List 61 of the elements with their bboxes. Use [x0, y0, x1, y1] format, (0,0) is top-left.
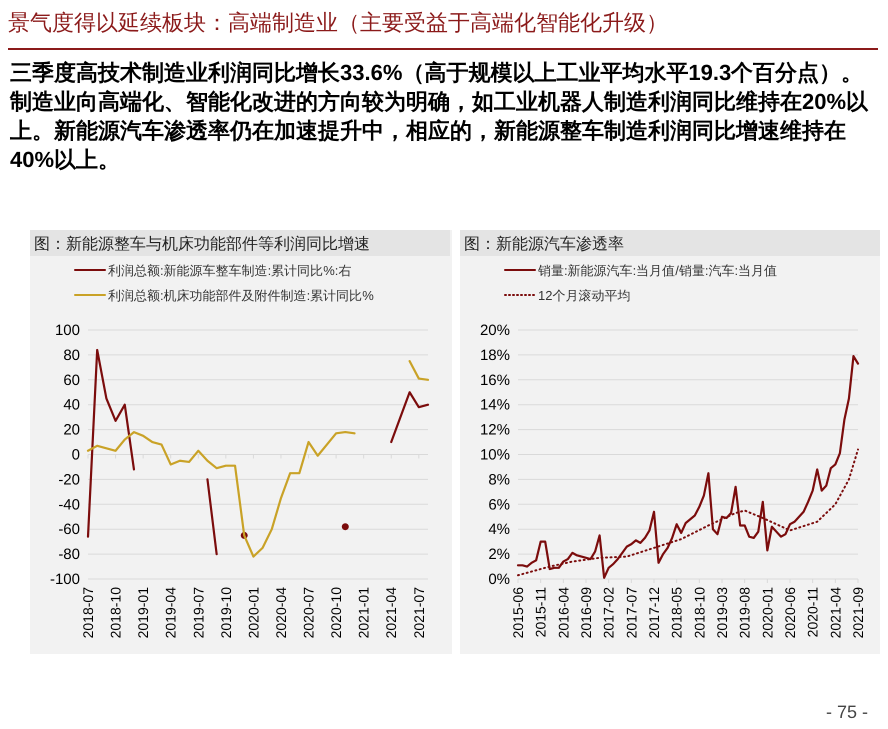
- x-tick-label: 2019-04: [162, 586, 179, 638]
- y-tick-label: 40: [63, 396, 80, 414]
- x-tick-label: 2021-01: [356, 586, 372, 638]
- x-tick-label: 2021-09: [850, 586, 866, 638]
- x-tick-label: 2020-01: [245, 586, 262, 638]
- y-tick-label: -40: [58, 496, 80, 514]
- x-tick-label: 2015-06: [510, 586, 526, 638]
- x-tick-label: 2015-11: [532, 586, 549, 638]
- y-tick-label: 18%: [480, 346, 510, 364]
- y-tick-label: 8%: [488, 471, 510, 488]
- y-tick-label: 80: [63, 346, 80, 364]
- y-tick-label: 0%: [488, 571, 510, 588]
- x-tick-label: 2021-04: [827, 586, 844, 638]
- x-tick-label: 2020-01: [759, 586, 776, 638]
- text: - 75 -: [826, 702, 868, 723]
- y-tick-label: 0: [72, 446, 80, 464]
- x-tick-label: 2018-05: [668, 586, 685, 638]
- y-tick-label: -60: [58, 521, 80, 538]
- x-tick-label: 2020-07: [300, 586, 317, 638]
- x-tick-label: 2017-12: [646, 586, 662, 638]
- chart-title: 图：新能源汽车渗透率: [464, 235, 624, 253]
- x-tick-label: 2021-04: [383, 586, 400, 638]
- y-tick-label: 100: [54, 322, 80, 339]
- x-tick-label: 2019-07: [190, 586, 206, 638]
- y-tick-label: 10%: [480, 446, 510, 464]
- y-tick-label: 20%: [480, 322, 510, 339]
- x-tick-label: 2021-07: [410, 586, 427, 638]
- x-tick-label: 2016-04: [555, 586, 572, 638]
- x-tick-label: 2019-01: [135, 586, 152, 638]
- x-tick-label: 2019-10: [218, 586, 234, 638]
- x-tick-label: 2020-10: [328, 586, 344, 638]
- y-tick-label: 12%: [480, 422, 510, 439]
- line-series: [516, 355, 860, 579]
- y-tick-label: 6%: [488, 496, 510, 514]
- y-tick-label: 4%: [488, 521, 510, 538]
- y-tick-label: 14%: [480, 396, 510, 414]
- x-tick-label: 2018-07: [80, 586, 96, 638]
- y-tick-label: 20: [63, 422, 80, 439]
- x-tick-label: 2017-07: [623, 586, 640, 638]
- text: 景气度得以延续板块：高端制造业（主要受益于高端化智能化升级）: [8, 10, 668, 38]
- y-tick-label: 2%: [488, 546, 510, 564]
- legend-label: 12个月滚动平均: [538, 288, 630, 303]
- x-tick-label: 2020-06: [782, 586, 798, 638]
- x-tick-label: 2020-04: [272, 586, 289, 638]
- legend-label: 销量:新能源汽车:当月值/销量:汽车:当月值: [537, 263, 778, 278]
- y-tick-label: -20: [58, 471, 80, 488]
- chart-title: 图：新能源整车与机床功能部件等利润同比增速: [34, 235, 370, 253]
- x-tick-label: 2016-09: [578, 586, 594, 638]
- y-tick-label: -100: [50, 571, 80, 588]
- y-tick-label: 16%: [480, 372, 510, 389]
- x-tick-label: 2018-10: [108, 586, 124, 638]
- x-tick-label: 2020-11: [804, 586, 821, 638]
- y-tick-label: 60: [63, 372, 80, 389]
- x-tick-label: 2018-10: [691, 586, 708, 638]
- text: 三季度高技术制造业利润同比增长33.6%（高于规模以上工业平均水平19.3个百分点）。制造业向高端化、智能化改进的方向较为明确，如工业机器人制造利润同比维持在20%以上。新能源汽车渗透率仍在加速提升中，相应的，新能源整车制造利润同比增速维持在40%以上。: [10, 59, 870, 174]
- y-tick-label: -80: [58, 546, 80, 564]
- x-tick-label: 2017-02: [600, 586, 617, 638]
- legend-label: 利润总额:新能源车整车制造:累计同比%:右: [108, 263, 352, 278]
- x-tick-label: 2019-08: [736, 586, 753, 638]
- legend-label: 利润总额:机床功能部件及附件制造:累计同比%: [108, 288, 374, 303]
- x-tick-label: 2019-03: [714, 586, 730, 638]
